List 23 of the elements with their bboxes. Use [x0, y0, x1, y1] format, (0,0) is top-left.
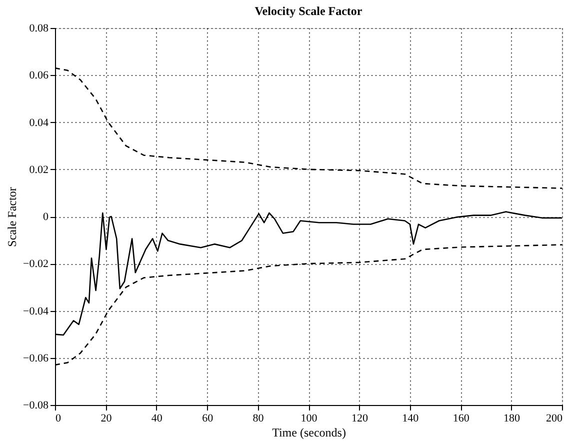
y-tick-label: −0.08 — [23, 400, 49, 412]
x-tick-label: 60 — [202, 412, 214, 424]
y-tick-label: 0 — [43, 211, 49, 223]
y-tick-label: −0.04 — [23, 305, 49, 318]
y-tick-label: 0.06 — [29, 70, 49, 82]
x-tick-label: 120 — [351, 412, 368, 424]
x-tick-label: 40 — [151, 412, 163, 424]
y-tick-label: −0.02 — [23, 258, 48, 270]
x-tick-label: 0 — [56, 412, 62, 424]
x-tick-label: 80 — [252, 412, 264, 424]
x-tick-label: 160 — [452, 412, 470, 424]
y-tick-label: −0.06 — [23, 352, 49, 364]
chart-title: Velocity Scale Factor — [254, 4, 363, 18]
y-tick-label: 0.04 — [29, 116, 49, 129]
x-tick-label: 140 — [402, 412, 420, 424]
y-tick-label: 0.02 — [29, 164, 48, 176]
x-tick-label: 100 — [300, 412, 318, 424]
y-axis-title: Scale Factor — [5, 187, 20, 247]
y-tick-label: 0.08 — [29, 22, 49, 34]
x-axis-title: Time (seconds) — [272, 426, 346, 440]
x-tick-label: 200 — [546, 412, 563, 424]
x-tick-label: 20 — [100, 412, 112, 424]
x-tick-label: 180 — [504, 412, 521, 424]
